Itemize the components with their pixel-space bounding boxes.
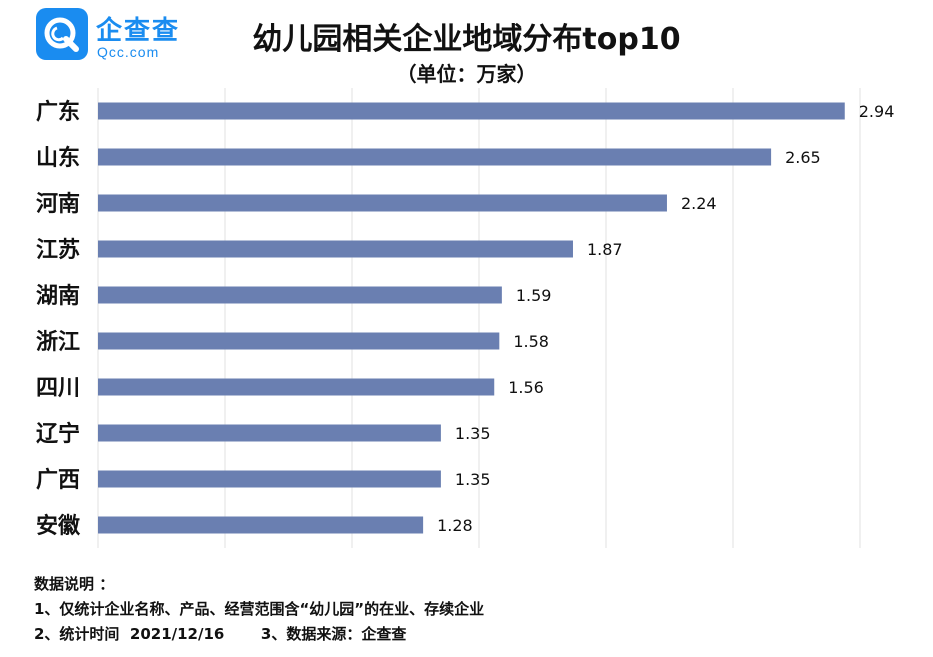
logo-name: 企查查 bbox=[96, 16, 181, 46]
category-label: 辽宁 bbox=[36, 421, 80, 447]
bar bbox=[98, 286, 502, 304]
category-label: 湖南 bbox=[36, 284, 80, 309]
bar bbox=[98, 424, 441, 442]
value-label: 1.87 bbox=[587, 240, 623, 259]
bar bbox=[98, 332, 500, 350]
bar bbox=[98, 378, 495, 396]
bar bbox=[98, 148, 772, 166]
bar bbox=[98, 470, 441, 488]
chart-subtitle: （单位：万家） bbox=[396, 62, 537, 86]
value-label: 2.94 bbox=[859, 102, 895, 121]
bar bbox=[98, 240, 573, 258]
bar bbox=[98, 516, 424, 534]
category-label: 广东 bbox=[36, 99, 80, 125]
bar-chart: 广东 2.94 山东 2.65 河南 2.24 江苏 1.87 湖南 1.59 浙江 1.58 四川 1.… bbox=[36, 88, 895, 548]
value-label: 1.58 bbox=[513, 332, 549, 351]
notes-heading: 数据说明 ： bbox=[34, 575, 115, 593]
logo-icon bbox=[36, 8, 88, 60]
chart-title: 幼儿园相关企业地域分布top10 bbox=[252, 22, 681, 57]
notes-line-2: 2、统计时间 2021/12/16 3、数据来源：企查查 bbox=[34, 625, 407, 643]
value-label: 1.35 bbox=[455, 424, 491, 443]
category-label: 江苏 bbox=[36, 237, 80, 263]
value-label: 2.24 bbox=[681, 194, 717, 213]
category-label: 广西 bbox=[36, 467, 80, 493]
bar bbox=[98, 194, 667, 212]
value-label: 1.56 bbox=[508, 378, 544, 397]
category-label: 山东 bbox=[36, 145, 80, 171]
value-label: 2.65 bbox=[785, 148, 821, 167]
value-label: 1.35 bbox=[455, 470, 491, 489]
category-label: 浙江 bbox=[36, 330, 80, 355]
data-notes: 数据说明 ： 1、仅统计企业名称、产品、经营范围含“幼儿园”的在业、存续企业 2… bbox=[34, 572, 484, 647]
category-label: 四川 bbox=[36, 376, 80, 401]
logo-domain: Qcc.com bbox=[97, 44, 160, 60]
value-label: 1.59 bbox=[516, 286, 552, 305]
category-label: 安徽 bbox=[36, 513, 81, 539]
bar bbox=[98, 102, 845, 120]
logo: 企查查 Qcc.com bbox=[36, 8, 196, 64]
notes-line-1: 1、仅统计企业名称、产品、经营范围含“幼儿园”的在业、存续企业 bbox=[34, 600, 485, 618]
value-label: 1.28 bbox=[437, 516, 473, 535]
category-label: 河南 bbox=[36, 192, 80, 217]
